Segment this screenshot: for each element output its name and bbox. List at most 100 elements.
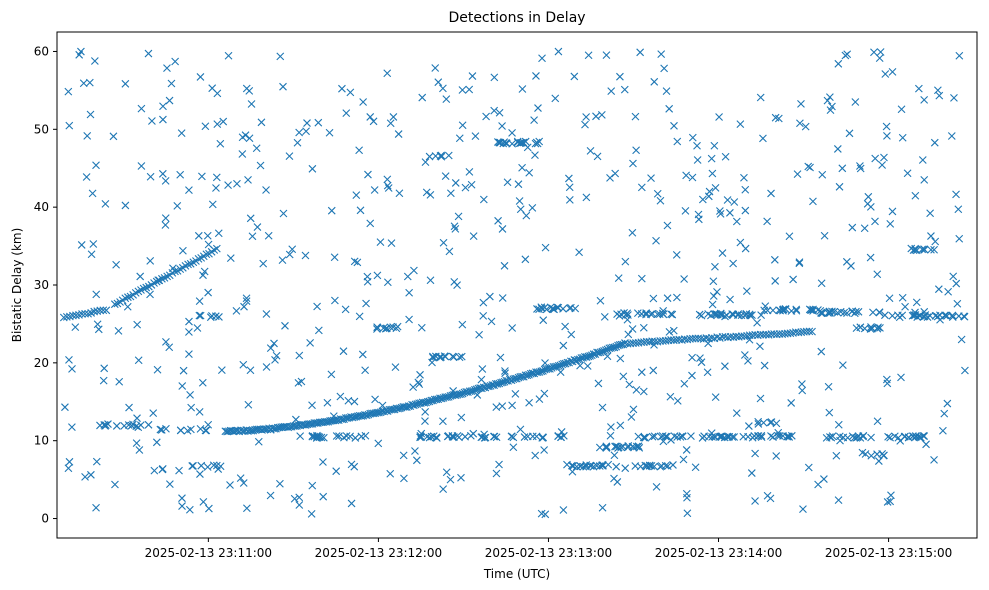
detection-point	[807, 306, 816, 314]
detection-point	[374, 439, 383, 448]
detection-point	[245, 134, 254, 143]
detection-point	[649, 294, 658, 303]
detection-point	[262, 186, 270, 194]
detection-point	[682, 446, 691, 454]
detection-point	[908, 432, 917, 441]
detection-point	[92, 161, 100, 170]
detection-point	[629, 405, 638, 414]
detection-point	[954, 205, 963, 214]
detection-point	[767, 418, 776, 426]
detection-point	[639, 323, 648, 332]
detection-point	[772, 419, 781, 428]
detection-point	[351, 434, 360, 442]
detection-point	[495, 460, 503, 469]
detection-point	[146, 290, 154, 299]
detection-point	[676, 432, 685, 441]
detection-point	[366, 219, 375, 228]
detection-point	[931, 237, 940, 246]
detection-point	[930, 245, 938, 254]
detection-point	[125, 403, 133, 412]
detection-point	[450, 222, 459, 231]
detection-point	[537, 304, 546, 313]
detection-point	[833, 145, 842, 153]
detection-point	[667, 310, 675, 318]
detection-point	[621, 310, 630, 319]
detection-point	[670, 121, 678, 130]
detection-point	[158, 465, 167, 474]
detection-point	[630, 443, 638, 452]
detection-point	[206, 313, 215, 322]
detection-point	[203, 231, 212, 240]
detection-point	[820, 475, 828, 483]
detection-point	[384, 184, 393, 192]
detection-point	[541, 359, 549, 367]
detection-point	[697, 358, 706, 367]
detection-point	[114, 326, 123, 335]
detection-point	[264, 231, 273, 240]
detection-point	[637, 183, 646, 192]
detection-point	[511, 390, 520, 398]
detection-point	[196, 470, 204, 478]
detection-point	[89, 240, 98, 248]
detection-point	[721, 312, 729, 321]
detection-point	[165, 480, 174, 488]
detection-point	[266, 491, 275, 500]
detection-point	[871, 217, 879, 226]
detection-point	[179, 246, 187, 255]
detection-point	[290, 494, 299, 503]
detection-point	[856, 434, 865, 442]
detection-point	[458, 86, 467, 94]
detection-point	[610, 474, 618, 483]
detection-point	[715, 113, 723, 121]
detection-point	[598, 403, 607, 412]
detection-point	[293, 138, 302, 147]
detection-point	[383, 69, 392, 78]
detection-point	[950, 93, 958, 102]
detection-point	[508, 128, 516, 137]
detection-point	[520, 433, 529, 441]
detection-point	[86, 110, 95, 119]
detection-point	[369, 117, 378, 126]
detection-point	[302, 127, 310, 136]
detection-point	[607, 423, 615, 431]
detection-point	[949, 272, 958, 281]
detection-point	[295, 351, 304, 360]
detection-point	[72, 311, 80, 320]
detection-point	[867, 451, 876, 460]
detection-point	[836, 307, 845, 316]
detection-point	[761, 302, 770, 311]
detection-point	[127, 421, 136, 430]
detection-point	[691, 463, 700, 472]
detection-point	[204, 240, 213, 249]
detection-point	[308, 401, 316, 410]
detection-point	[121, 79, 130, 88]
detection-point	[920, 175, 929, 184]
detection-point	[682, 489, 691, 498]
detection-point	[272, 351, 281, 360]
detection-point	[943, 399, 952, 408]
detection-point	[84, 309, 92, 318]
detection-point	[798, 380, 806, 388]
detection-point	[799, 505, 807, 513]
detection-point	[848, 307, 856, 316]
detection-point	[492, 433, 501, 442]
detection-point	[583, 362, 592, 370]
detection-point	[477, 375, 486, 384]
detection-point	[370, 186, 379, 194]
detection-point	[246, 366, 255, 375]
detection-point	[930, 456, 938, 464]
detection-point	[88, 189, 97, 198]
detection-point	[479, 195, 488, 204]
detection-point	[553, 303, 562, 312]
detection-point	[479, 311, 488, 320]
detection-point	[366, 113, 375, 121]
x-tick-label: 2025-02-13 23:12:00	[315, 546, 442, 560]
detection-point	[602, 51, 611, 60]
detection-point	[612, 462, 621, 471]
detection-point	[204, 288, 213, 297]
detection-point	[637, 274, 646, 283]
detection-point	[417, 323, 426, 332]
detection-point	[514, 180, 523, 189]
detection-point	[400, 474, 408, 483]
detection-point	[421, 417, 429, 426]
